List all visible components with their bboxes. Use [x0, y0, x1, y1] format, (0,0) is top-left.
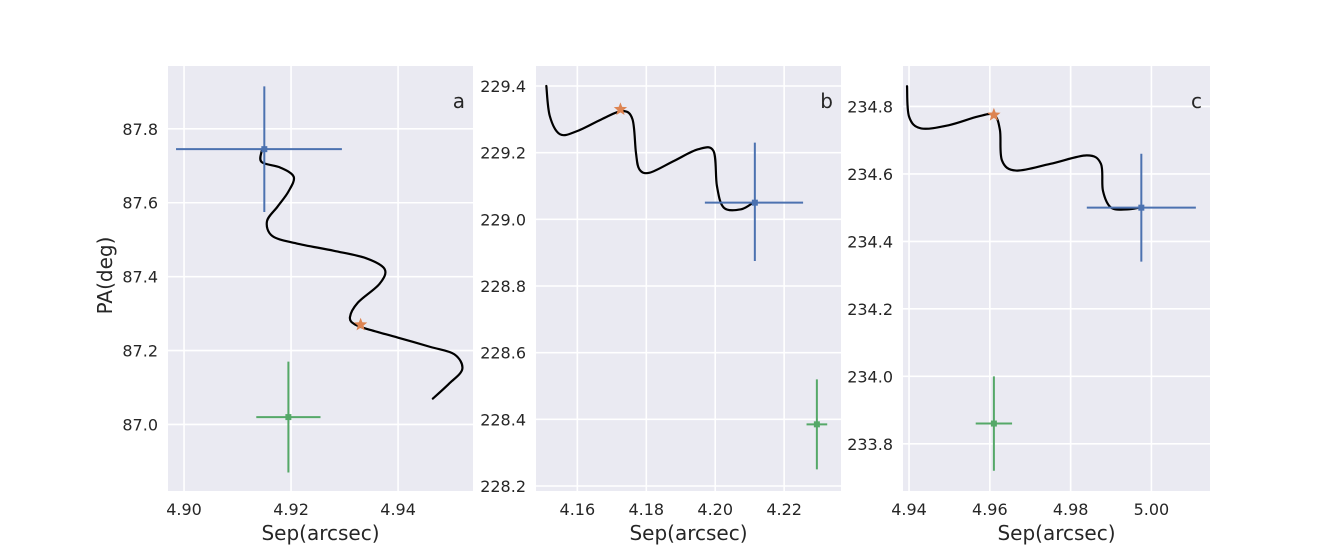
- x-tick-label: 4.90: [166, 500, 202, 519]
- plot-area: [176, 86, 464, 473]
- measurement-green: [256, 361, 321, 473]
- star-marker: [613, 102, 628, 115]
- panel-letter: c: [1191, 89, 1202, 113]
- x-tick-label: 4.22: [766, 500, 802, 519]
- x-tick-label: 4.96: [972, 500, 1008, 519]
- y-tick-label: 87.2: [122, 342, 158, 361]
- x-tick-label: 4.94: [891, 500, 927, 519]
- y-tick-label: 87.4: [122, 268, 158, 287]
- y-tick-label: 233.8: [847, 435, 893, 454]
- y-tick-label: 229.2: [480, 144, 526, 163]
- x-tick-label: 4.94: [380, 500, 416, 519]
- plot-area: [905, 85, 1196, 471]
- x-axis-label: Sep(arcsec): [261, 521, 379, 545]
- star-marker: [987, 107, 1001, 121]
- x-tick-label: 5.00: [1134, 500, 1170, 519]
- x-tick-label: 4.98: [1053, 500, 1089, 519]
- x-axis-label: Sep(arcsec): [997, 521, 1115, 545]
- y-tick-label: 234.6: [847, 165, 893, 184]
- y-tick-label: 228.2: [480, 477, 526, 496]
- star-marker: [353, 317, 368, 331]
- data-point: [813, 421, 820, 428]
- plot-background: [168, 66, 473, 491]
- panel-b: 4.16 4.18 4.20 4.22 228.2 228.4 228.6 228.8 229.…: [480, 66, 841, 545]
- x-tick-label: 4.20: [697, 500, 733, 519]
- y-tick-label: 234.4: [847, 232, 893, 251]
- y-tick-label: 234.0: [847, 367, 893, 386]
- panel-c: 4.94 4.96 4.98 5.00 233.8 234.0 234.2 234.4 234.…: [847, 66, 1210, 545]
- data-point: [261, 146, 268, 153]
- measurement-green: [806, 379, 828, 470]
- measurement-green: [975, 376, 1013, 471]
- y-tick-label: 87.0: [122, 415, 158, 434]
- y-tick-label: 228.8: [480, 277, 526, 296]
- data-point: [751, 199, 758, 206]
- y-tick-label: 228.4: [480, 410, 526, 429]
- y-tick-label: 234.8: [847, 97, 893, 116]
- x-tick-label: 4.16: [560, 500, 596, 519]
- orbit-curve: [905, 85, 1141, 211]
- data-point: [990, 420, 997, 427]
- y-tick-label: 234.2: [847, 300, 893, 319]
- y-tick-label: 87.6: [122, 194, 158, 213]
- measurement-blue: [176, 86, 342, 212]
- x-tick-label: 4.18: [628, 500, 664, 519]
- orbit-curve: [259, 149, 464, 400]
- data-point: [1138, 204, 1145, 211]
- plot-background: [536, 66, 841, 491]
- y-axis-label: PA(deg): [93, 237, 117, 315]
- y-tick-label: 228.6: [480, 344, 526, 363]
- plot-area: [545, 84, 828, 470]
- plot-background: [903, 66, 1210, 491]
- x-axis-label: Sep(arcsec): [629, 521, 747, 545]
- panel-a: 4.90 4.92 4.94 87.0 87.2 87.4 87.6 87.8 a Sep(arc…: [93, 66, 473, 545]
- y-tick-label: 229.4: [480, 77, 526, 96]
- panel-letter: b: [820, 89, 833, 113]
- measurement-blue: [1086, 153, 1196, 262]
- panel-letter: a: [453, 89, 465, 113]
- y-tick-label: 87.8: [122, 120, 158, 139]
- x-tick-label: 4.92: [273, 500, 309, 519]
- orbit-curve: [545, 84, 755, 212]
- measurement-blue: [704, 142, 804, 261]
- y-tick-label: 229.0: [480, 210, 526, 229]
- data-point: [285, 414, 292, 421]
